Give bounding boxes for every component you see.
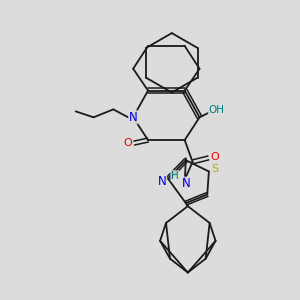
Text: O: O (124, 138, 133, 148)
Text: H: H (171, 171, 178, 181)
Text: O: O (210, 152, 219, 162)
Text: OH: OH (208, 105, 224, 116)
Text: S: S (211, 164, 218, 175)
Text: N: N (182, 177, 191, 190)
Text: N: N (158, 175, 167, 188)
Text: N: N (129, 111, 137, 124)
